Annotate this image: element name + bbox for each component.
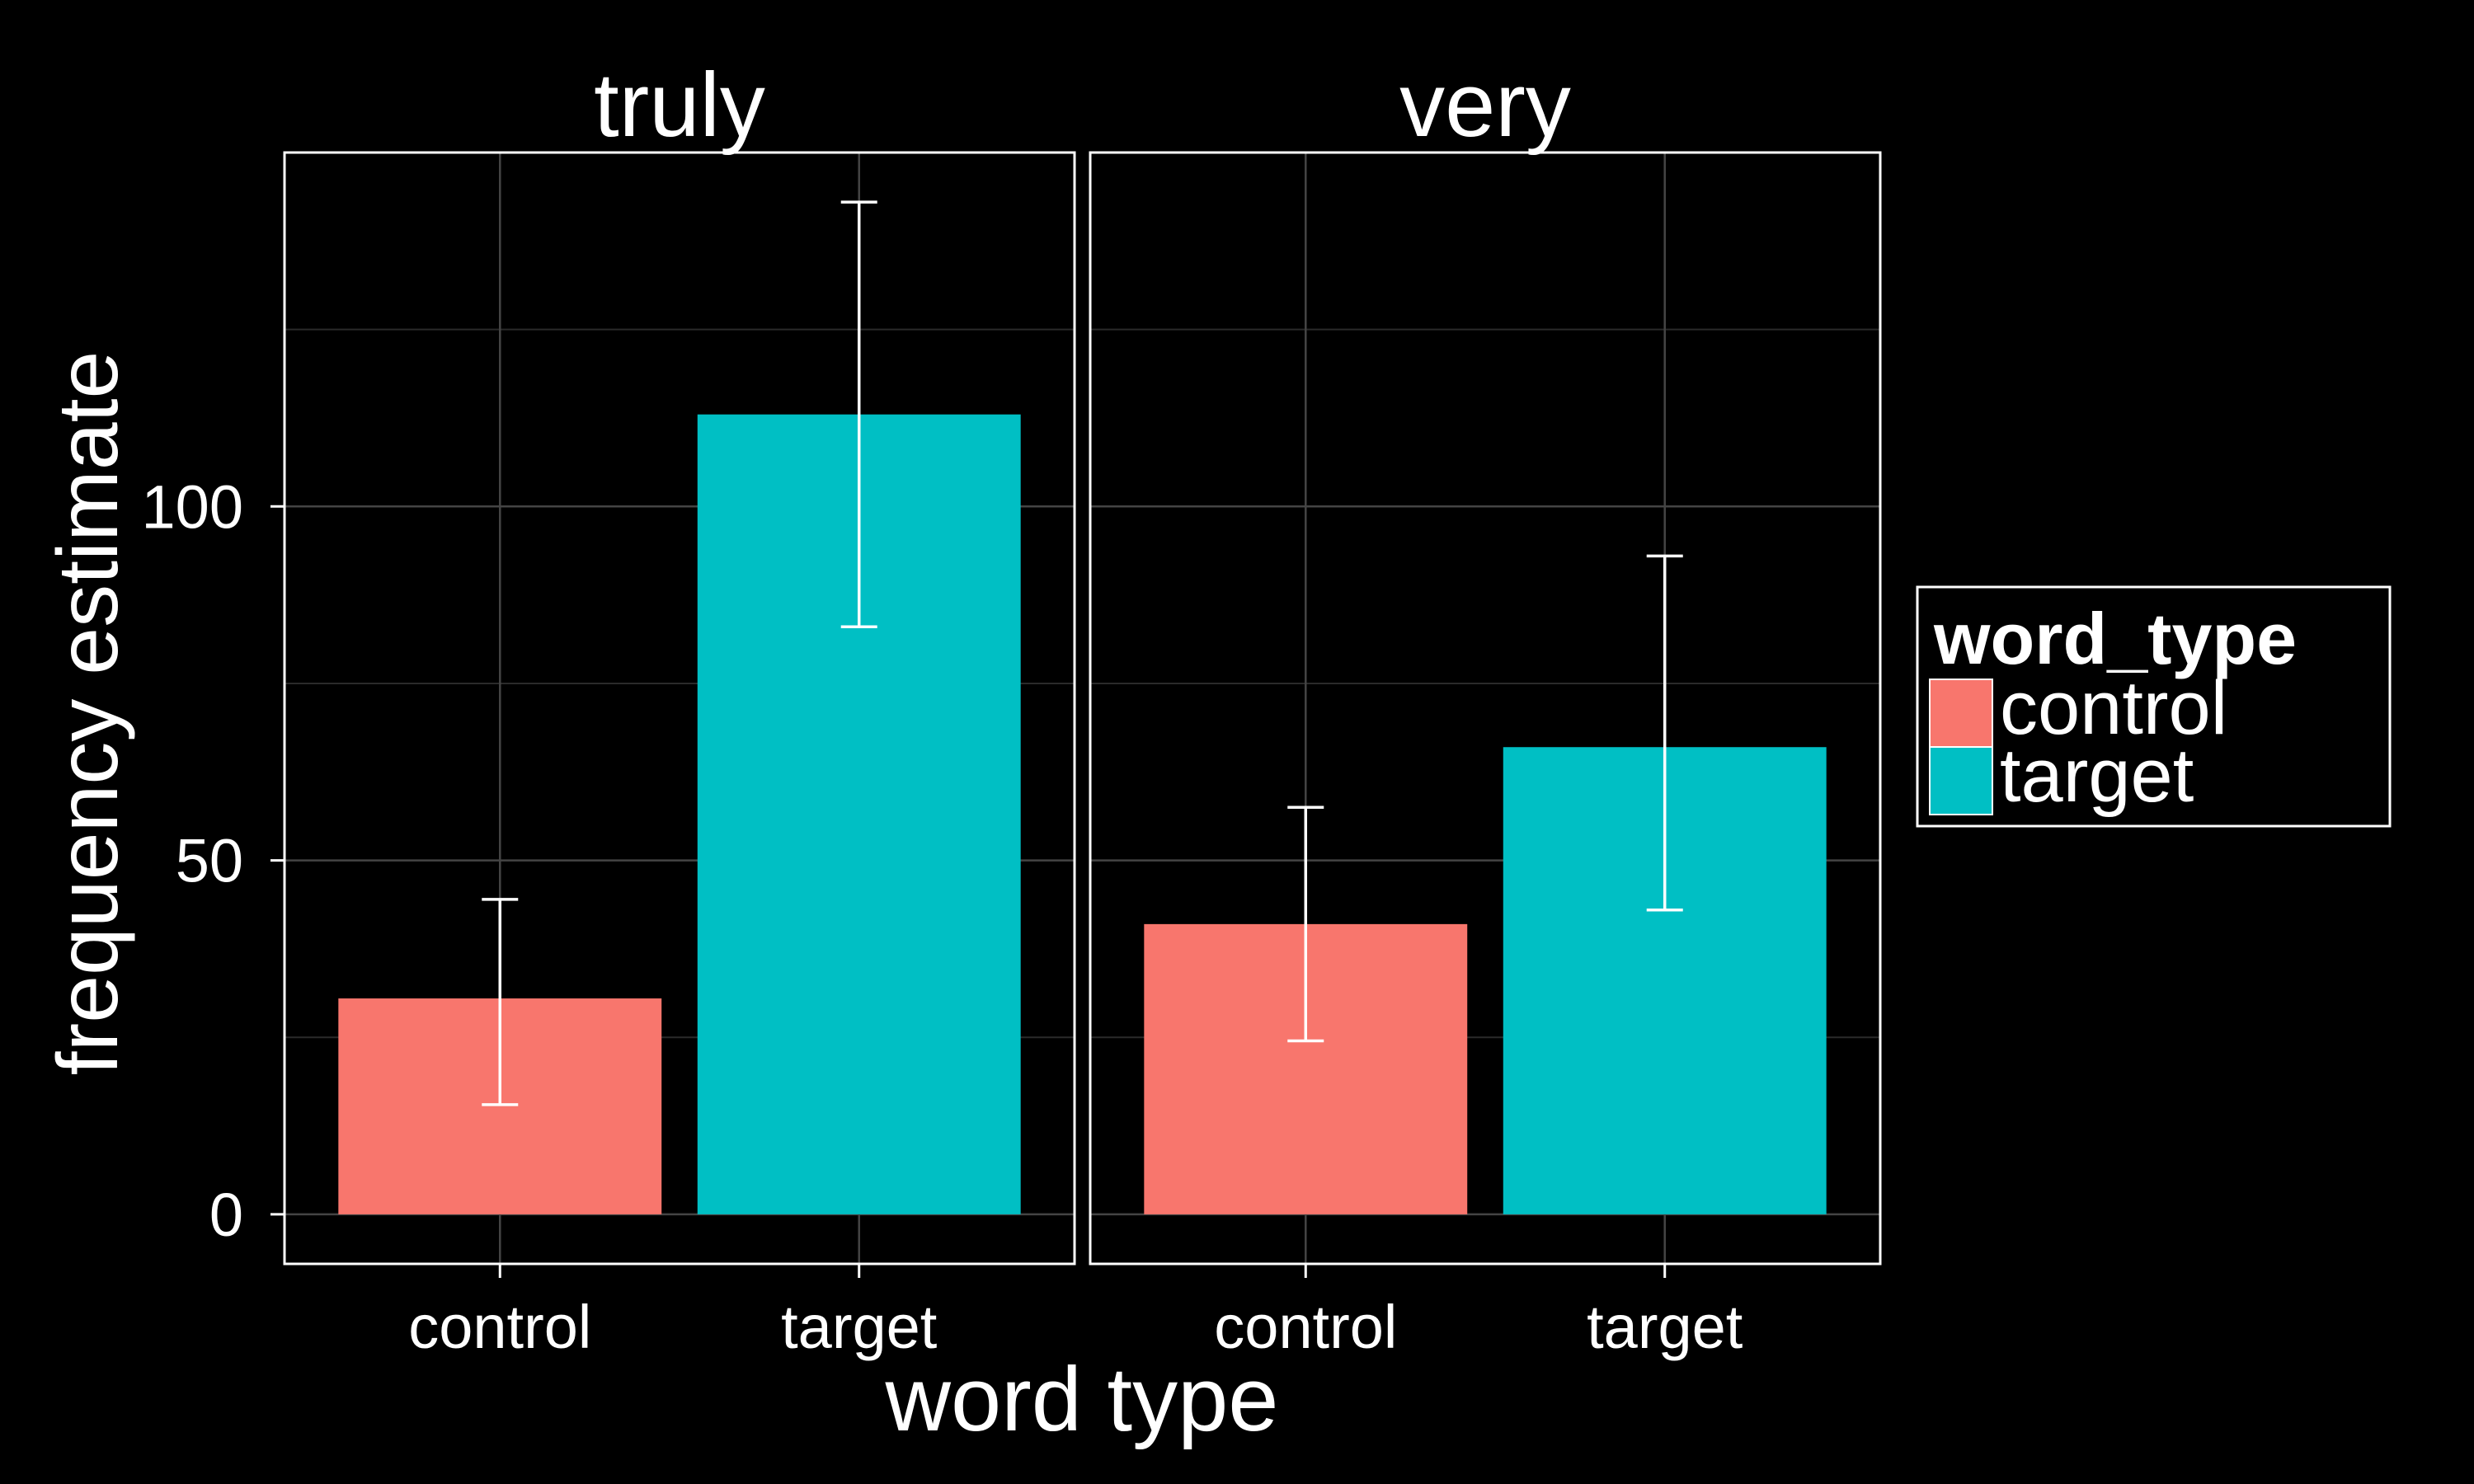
facet-panel-truly: truly control target 0 50 100: [142, 54, 1076, 1361]
x-tick-label-target: target: [781, 1293, 938, 1361]
y-tick-label-100: 100: [142, 472, 243, 541]
legend-title: word_type: [1933, 598, 2297, 679]
error-bar-very-target: [1646, 554, 1683, 912]
legend-box: [1916, 585, 2392, 828]
error-bar-truly-target: [840, 200, 877, 629]
facet-label-truly: truly: [594, 54, 765, 156]
y-axis-title: frequency estimate: [40, 351, 136, 1076]
error-bar-very-control: [1287, 805, 1324, 1043]
error-bar-truly-control: [482, 898, 519, 1106]
legend-swatch-target: [1929, 746, 1993, 815]
x-tick-label-control: control: [1214, 1293, 1397, 1361]
x-tick-label-target: target: [1587, 1293, 1743, 1361]
y-tick-label-0: 0: [209, 1181, 243, 1249]
legend-label-target: target: [2000, 734, 2194, 818]
facet-label-very: very: [1399, 54, 1571, 156]
facet-panel-very: very control target: [1089, 54, 1882, 1361]
x-axis-title: word type: [885, 1349, 1279, 1450]
legend-swatch-control: [1929, 679, 1993, 748]
facet-panels: truly control target 0 50 100 very control targe…: [142, 54, 1882, 1361]
y-tick-label-50: 50: [176, 827, 243, 895]
x-tick-label-control: control: [408, 1293, 591, 1361]
panel-border: [283, 151, 1076, 1266]
legend-label-control: control: [2000, 666, 2227, 750]
panel-border: [1089, 151, 1882, 1266]
